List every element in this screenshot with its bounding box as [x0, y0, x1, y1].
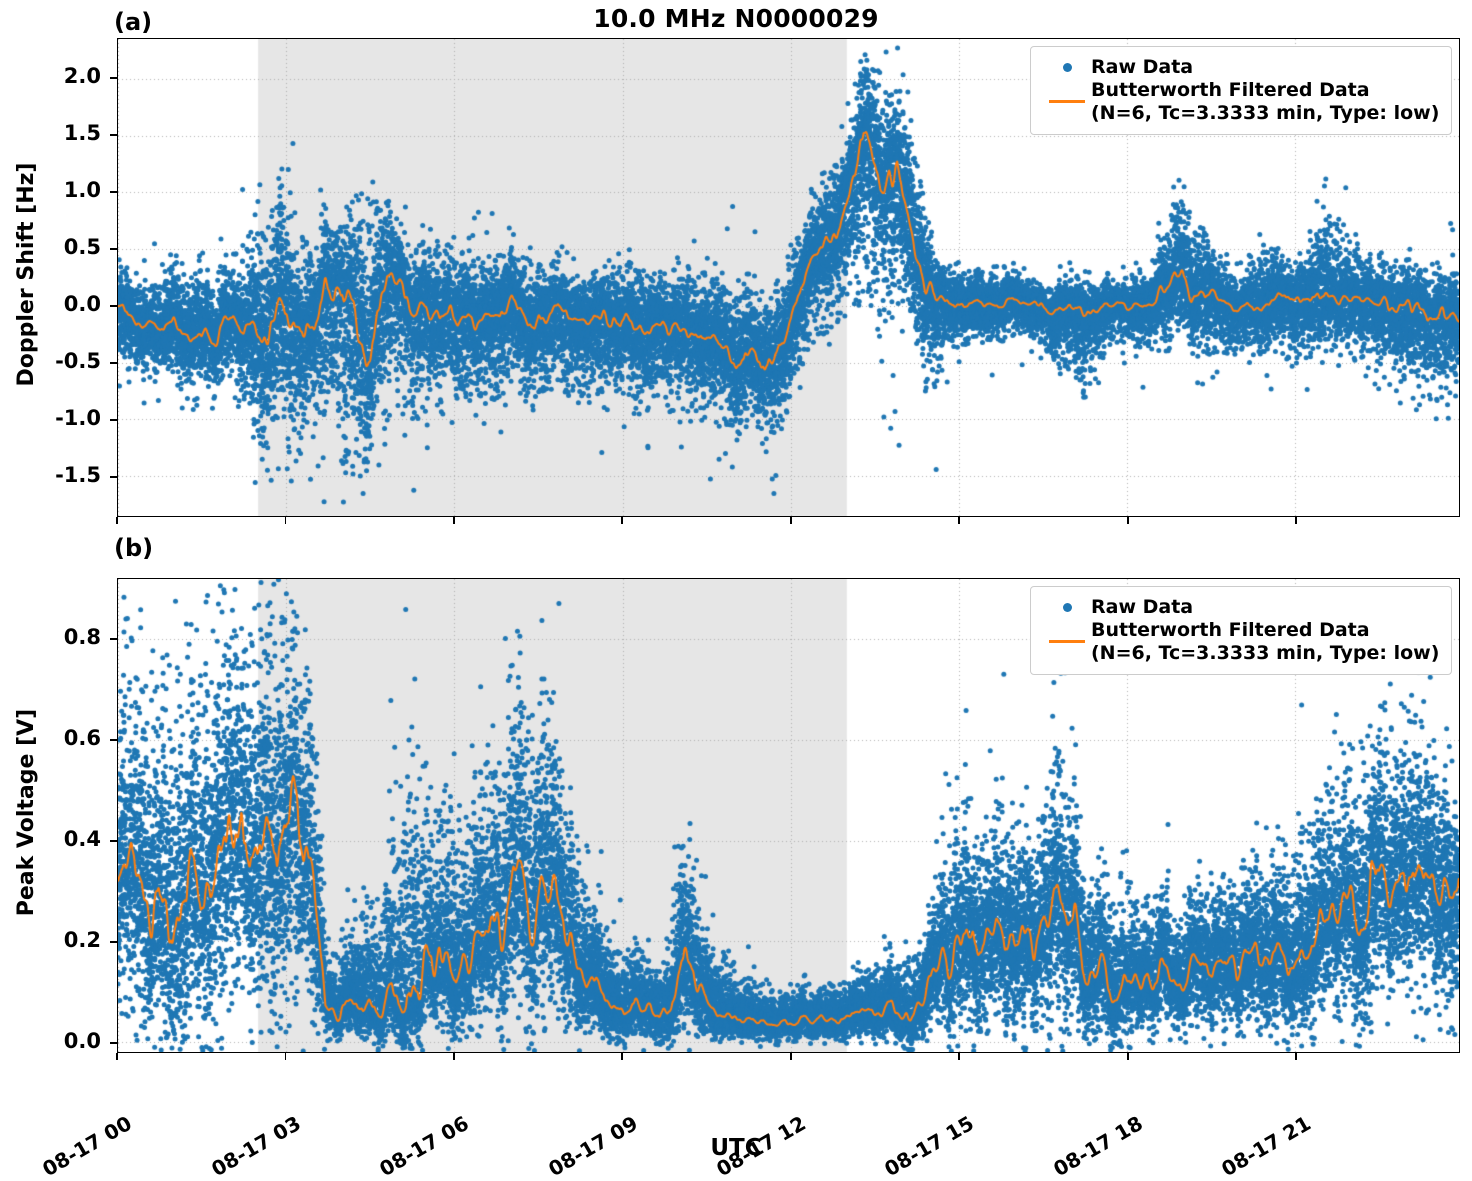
y-tick-mark	[110, 134, 117, 136]
legend-filtered-line1: Butterworth Filtered Data	[1091, 619, 1370, 642]
panel-a-legend: Raw Data Butterworth Filtered Data (N=6,…	[1030, 46, 1453, 136]
x-tick-mark	[284, 1053, 287, 1060]
filtered-data-line-icon	[1043, 100, 1091, 104]
y-tick-mark	[110, 77, 117, 79]
filtered-data-line-icon	[1043, 640, 1091, 644]
y-tick-mark	[110, 476, 117, 478]
y-tick-label: 0.5	[63, 234, 101, 259]
legend-entry-filtered: Butterworth Filtered Data (N=6, Tc=3.333…	[1043, 619, 1439, 664]
x-tick-mark	[621, 1053, 624, 1060]
panel-a-label: (a)	[114, 8, 153, 36]
x-tick-mark	[1126, 517, 1129, 524]
x-tick-mark	[621, 517, 624, 524]
y-tick-label: 1.5	[63, 120, 101, 145]
y-tick-mark	[110, 940, 117, 943]
legend-raw-label: Raw Data	[1091, 56, 1194, 78]
y-tick-label: 0.8	[63, 624, 101, 649]
y-tick-mark	[110, 839, 117, 842]
x-tick-mark	[1295, 517, 1297, 524]
legend-filtered-line1: Butterworth Filtered Data	[1091, 79, 1370, 102]
raw-data-marker-icon	[1043, 62, 1091, 72]
x-tick-mark	[116, 1053, 118, 1060]
legend-entry-raw: Raw Data	[1043, 596, 1439, 618]
legend-entry-filtered: Butterworth Filtered Data (N=6, Tc=3.333…	[1043, 79, 1439, 124]
x-tick-mark	[789, 1053, 792, 1060]
raw-data-marker-icon	[1043, 602, 1091, 612]
x-tick-mark	[958, 517, 961, 524]
x-tick-mark	[284, 517, 287, 524]
panel-b-legend: Raw Data Butterworth Filtered Data (N=6,…	[1030, 586, 1453, 676]
x-axis-label: UTC	[710, 1135, 762, 1161]
x-tick-mark	[789, 517, 792, 524]
x-tick-mark	[958, 1053, 961, 1060]
y-tick-label: -0.5	[55, 349, 101, 374]
y-tick-label: -1.0	[55, 406, 101, 431]
panel-b-label: (b)	[114, 534, 154, 562]
y-tick-mark	[110, 248, 117, 250]
y-tick-mark	[110, 637, 117, 640]
legend-filtered-label: Butterworth Filtered Data (N=6, Tc=3.333…	[1091, 79, 1439, 124]
y-tick-label: 0.0	[63, 1028, 101, 1053]
y-tick-mark	[110, 191, 117, 193]
x-tick-mark	[116, 517, 118, 524]
legend-filtered-line2: (N=6, Tc=3.3333 min, Type: low)	[1091, 641, 1440, 664]
y-tick-label: 0.4	[63, 826, 101, 851]
x-tick-mark	[1295, 1053, 1297, 1060]
legend-entry-raw: Raw Data	[1043, 56, 1439, 78]
x-tick-mark	[452, 517, 455, 524]
panel-a-y-axis-label: Doppler Shift [Hz]	[13, 162, 39, 386]
y-tick-mark	[110, 419, 117, 421]
y-tick-mark	[110, 362, 117, 364]
y-tick-mark	[110, 305, 117, 307]
legend-filtered-line2: (N=6, Tc=3.3333 min, Type: low)	[1091, 101, 1440, 124]
legend-filtered-label: Butterworth Filtered Data (N=6, Tc=3.333…	[1091, 619, 1439, 664]
y-tick-label: -1.5	[55, 463, 101, 488]
x-tick-mark	[1126, 1053, 1129, 1060]
y-tick-label: 0.0	[63, 292, 101, 316]
y-tick-mark	[110, 738, 117, 741]
legend-raw-label: Raw Data	[1091, 596, 1194, 618]
y-tick-label: 0.2	[63, 927, 101, 952]
figure-title: 10.0 MHz N0000029	[593, 4, 879, 33]
y-tick-label: 2.0	[63, 63, 101, 88]
y-tick-label: 1.0	[63, 177, 101, 202]
y-tick-label: 0.6	[63, 725, 101, 750]
x-tick-mark	[452, 1053, 455, 1060]
y-tick-mark	[110, 1041, 117, 1044]
